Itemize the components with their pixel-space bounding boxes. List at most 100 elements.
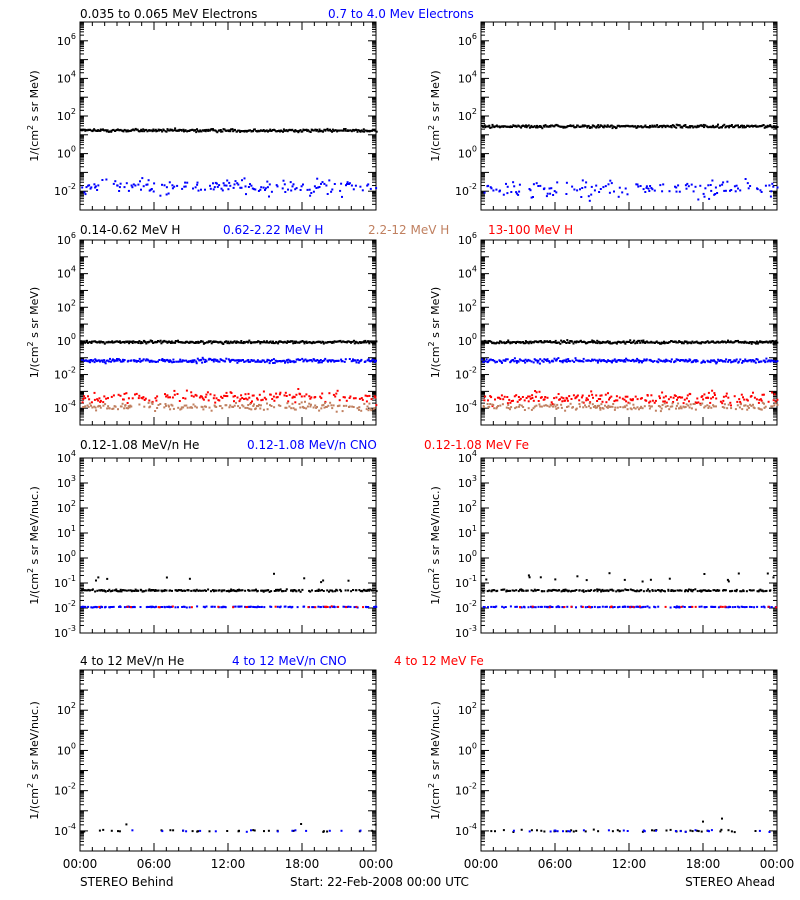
data-point [126, 605, 129, 608]
data-point [739, 590, 742, 593]
data-point [563, 341, 566, 343]
data-point [682, 359, 685, 362]
data-point [662, 589, 665, 592]
data-point [599, 407, 602, 409]
data-point [707, 184, 710, 187]
y-tick-label: 100 [458, 549, 477, 565]
data-point [622, 605, 625, 608]
data-point [84, 359, 87, 362]
data-point [683, 606, 686, 608]
data-point [215, 397, 218, 400]
data-point [323, 406, 326, 409]
data-point [359, 590, 362, 593]
data-point [149, 339, 152, 342]
data-point [588, 199, 591, 202]
y-tick-label: 10-4 [455, 399, 477, 415]
data-point [636, 357, 639, 360]
data-point [637, 185, 640, 188]
data-point [105, 341, 108, 344]
data-point [683, 406, 686, 409]
data-point [155, 399, 158, 402]
data-point [550, 124, 553, 127]
data-point [662, 183, 665, 186]
data-point [681, 341, 684, 344]
data-point [642, 339, 645, 342]
data-point [286, 361, 289, 364]
data-point [722, 181, 725, 184]
data-point [735, 184, 738, 187]
data-point [303, 359, 306, 362]
data-point [116, 128, 119, 131]
data-point [120, 360, 123, 363]
data-point [165, 340, 168, 343]
data-point [690, 407, 693, 410]
data-point [270, 605, 273, 608]
data-point [271, 129, 274, 131]
data-point [320, 407, 323, 410]
data-point [192, 341, 195, 344]
data-point [515, 605, 518, 608]
data-point [590, 126, 593, 129]
data-point [736, 605, 739, 608]
data-point [498, 342, 501, 345]
data-point [90, 342, 93, 344]
data-point [359, 185, 362, 188]
data-point [578, 589, 581, 592]
data-point [347, 589, 350, 592]
data-point [512, 181, 515, 184]
data-point [99, 399, 102, 402]
data-point [611, 359, 614, 362]
data-point [510, 359, 513, 362]
data-point [212, 397, 215, 400]
data-point [274, 359, 277, 362]
data-point [201, 406, 204, 409]
data-point [550, 341, 553, 344]
data-point [247, 404, 250, 406]
data-point [753, 606, 756, 609]
data-point [767, 125, 770, 128]
data-point [572, 124, 575, 127]
data-point [539, 340, 542, 342]
data-point [651, 341, 654, 344]
data-point [209, 340, 212, 343]
data-point [601, 588, 604, 591]
data-point [709, 125, 712, 128]
data-point [513, 395, 516, 398]
data-point [325, 605, 328, 608]
data-point [653, 605, 656, 608]
data-point [104, 590, 107, 593]
data-point [299, 358, 302, 361]
data-point [150, 401, 153, 404]
y-tick-label: 10-2 [455, 599, 477, 615]
data-point [585, 399, 588, 402]
data-point [657, 605, 660, 608]
data-point [589, 401, 592, 404]
y-tick-label: 101 [57, 524, 76, 540]
data-point [93, 128, 96, 131]
data-point [287, 606, 290, 609]
data-point [556, 181, 559, 184]
data-point [657, 405, 660, 407]
data-point [131, 589, 134, 592]
data-point [650, 405, 653, 408]
data-point [143, 590, 146, 593]
data-point [239, 398, 242, 401]
data-point [730, 407, 733, 410]
data-point [83, 191, 86, 194]
data-point [728, 124, 731, 127]
data-point [367, 358, 370, 361]
data-point [721, 124, 724, 127]
data-point [648, 404, 651, 407]
data-point [260, 360, 263, 363]
data-point [604, 185, 607, 188]
data-point [138, 394, 141, 397]
data-point [688, 400, 690, 403]
data-point [139, 342, 142, 345]
data-point [761, 393, 764, 396]
data-point [552, 360, 555, 363]
data-point [668, 341, 671, 344]
data-point [525, 397, 528, 399]
data-point [507, 589, 510, 592]
data-point [155, 605, 157, 608]
